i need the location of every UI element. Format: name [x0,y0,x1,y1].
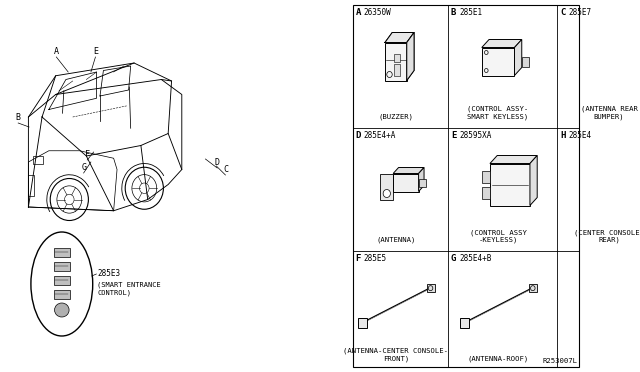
Text: (ANTENNA REAR
BUMPER): (ANTENNA REAR BUMPER) [580,106,637,120]
Bar [54,247,70,257]
Text: F: F [84,150,90,159]
Bar [394,64,401,76]
Text: 285E5: 285E5 [364,254,387,263]
Bar [358,318,367,328]
Text: C: C [560,8,565,17]
Bar [482,48,515,76]
Bar [637,38,640,46]
Ellipse shape [54,303,69,317]
Text: 285E4+B: 285E4+B [459,254,492,263]
Text: A: A [355,8,361,17]
Bar [636,165,640,173]
Text: (CONTROL ASSY
-KEYLESS): (CONTROL ASSY -KEYLESS) [470,229,527,243]
Polygon shape [407,32,414,80]
Bar [522,57,529,67]
Polygon shape [393,167,424,173]
Bar [28,175,34,196]
Bar [529,284,538,292]
Polygon shape [530,155,537,205]
Bar [380,173,393,199]
Text: G: G [81,163,86,172]
Bar [54,289,70,298]
Bar [419,179,426,186]
Text: B: B [15,113,20,122]
Text: 285E7: 285E7 [568,8,591,17]
Text: 28595XA: 28595XA [459,131,492,140]
Text: R253007L: R253007L [542,358,577,364]
Text: 285E1: 285E1 [459,8,482,17]
Text: E: E [451,131,456,140]
Text: H: H [560,131,565,140]
Circle shape [383,189,390,198]
Text: 285E4: 285E4 [568,131,591,140]
Polygon shape [385,32,414,42]
Bar [394,54,401,61]
Text: D: D [215,158,220,167]
Polygon shape [490,155,537,164]
Bar [460,318,469,328]
Text: (BUZZER): (BUZZER) [378,113,413,120]
Text: G: G [451,254,456,263]
Bar [490,164,530,205]
Text: (SMART ENTRANCE
CONTROL): (SMART ENTRANCE CONTROL) [97,282,161,296]
Bar [353,5,579,367]
Text: (CENTER CONSOLE-
REAR): (CENTER CONSOLE- REAR) [574,229,640,243]
Text: E: E [93,47,98,56]
FancyBboxPatch shape [582,77,589,84]
Text: (CONTROL ASSY-
SMART KEYLESS): (CONTROL ASSY- SMART KEYLESS) [467,106,529,120]
Polygon shape [419,167,424,192]
Bar [54,276,70,285]
Text: 285E4+A: 285E4+A [364,131,396,140]
Bar [385,42,407,80]
FancyBboxPatch shape [584,196,591,204]
Bar [482,186,490,199]
Text: (ANTENNA-ROOF): (ANTENNA-ROOF) [467,356,529,362]
Polygon shape [482,39,522,48]
Ellipse shape [31,232,93,336]
Text: D: D [355,131,361,140]
Text: 26350W: 26350W [364,8,391,17]
Text: F: F [355,254,361,263]
Bar [33,156,43,164]
Text: (ANTENNA-CENTER CONSOLE-
FRONT): (ANTENNA-CENTER CONSOLE- FRONT) [344,348,449,362]
Bar [482,170,490,183]
Polygon shape [515,39,522,76]
Text: 285E3: 285E3 [97,269,120,279]
Text: (ANTENNA): (ANTENNA) [376,237,415,243]
Bar [54,262,70,270]
Bar [427,284,435,292]
Text: B: B [451,8,456,17]
Text: A: A [54,47,59,56]
Bar [393,173,419,192]
Text: C: C [223,165,228,174]
